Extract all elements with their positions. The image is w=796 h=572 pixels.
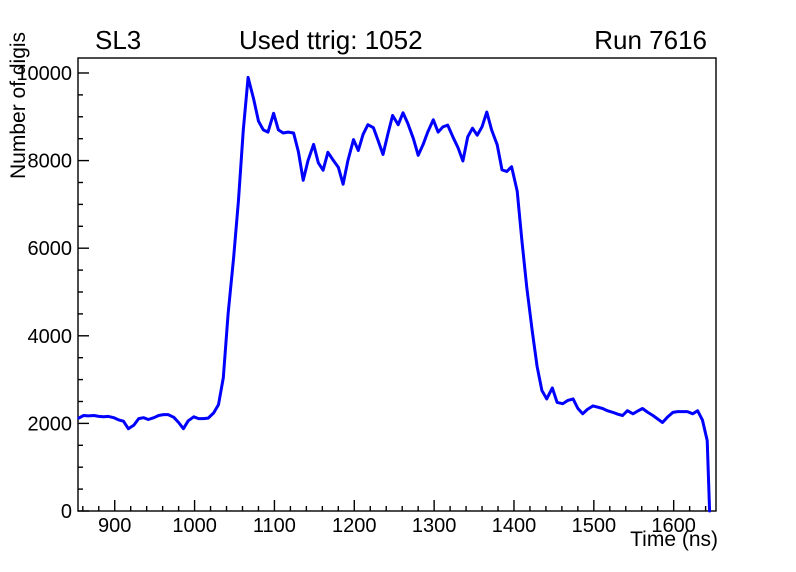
x-tick-label: 900 (98, 515, 131, 537)
plot-frame (77, 57, 717, 512)
y-tick-label: 10000 (16, 63, 72, 85)
x-tick-label: 1400 (492, 515, 537, 537)
ttrig-title: Used ttrig: 1052 (239, 25, 423, 55)
y-tick-label: 4000 (28, 326, 73, 348)
x-tick-label: 1200 (332, 515, 377, 537)
y-tick-label: 6000 (28, 238, 73, 260)
x-tick-label: 1500 (572, 515, 617, 537)
x-axis-title: Time (ns) (630, 528, 718, 551)
y-tick-label: 2000 (28, 413, 73, 435)
superlayer-title: SL3 (95, 25, 142, 55)
run-title: Run 7616 (594, 25, 707, 55)
x-tick-label: 1600 (651, 515, 696, 537)
y-tick-label: 0 (61, 501, 72, 523)
x-tick-label: 1300 (412, 515, 457, 537)
histogram-line (77, 75, 712, 513)
y-axis-title: Number of digis (7, 31, 30, 179)
y-tick-label: 8000 (28, 151, 73, 173)
x-tick-label: 1100 (253, 515, 296, 537)
x-tick-label: 1000 (172, 515, 217, 537)
